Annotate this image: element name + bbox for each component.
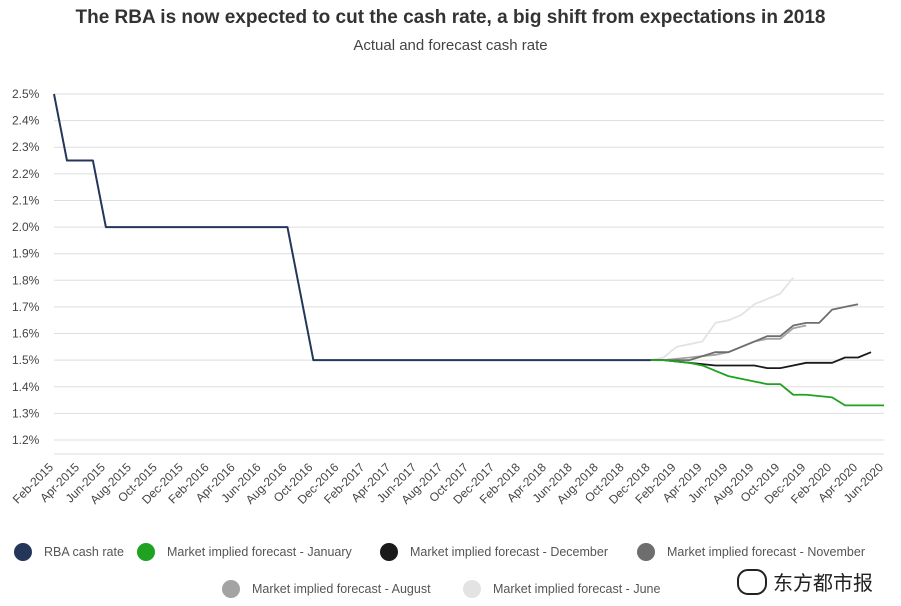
legend-swatch [137, 543, 155, 561]
y-tick-label: 1.2% [12, 433, 40, 447]
legend-swatch [637, 543, 655, 561]
chart-subtitle: Actual and forecast cash rate [353, 37, 548, 54]
legend-item[interactable]: RBA cash rate [14, 543, 124, 561]
y-tick-label: 1.8% [12, 273, 40, 287]
legend-label: Market implied forecast - December [410, 545, 608, 559]
legend-item[interactable]: Market implied forecast - June [463, 580, 660, 598]
y-tick-label: 1.4% [12, 380, 40, 394]
y-tick-label: 1.3% [12, 406, 40, 420]
legend-item[interactable]: Market implied forecast - January [137, 543, 352, 561]
y-tick-label: 2.5% [12, 87, 40, 101]
y-tick-label: 1.9% [12, 247, 40, 261]
legend-label: RBA cash rate [44, 545, 124, 559]
legend-label: Market implied forecast - November [667, 545, 865, 559]
y-tick-label: 1.6% [12, 327, 40, 341]
legend-swatch [463, 580, 481, 598]
legend-label: Market implied forecast - June [493, 582, 661, 596]
y-tick-label: 2.3% [12, 140, 40, 154]
series-line-3 [650, 303, 859, 362]
watermark: 东方都市报 [737, 567, 873, 596]
wechat-icon [737, 568, 767, 595]
series-line-0 [53, 93, 651, 362]
series-line-5 [650, 277, 794, 362]
chart-title: The RBA is now expected to cut the cash … [75, 7, 826, 28]
legend-item[interactable]: Market implied forecast - November [637, 543, 865, 561]
series-line-1 [650, 359, 884, 407]
y-tick-label: 1.5% [12, 353, 40, 367]
y-tick-label: 2.0% [12, 220, 40, 234]
series-line-4 [650, 324, 807, 362]
legend-label: Market implied forecast - January [167, 545, 352, 559]
legend-swatch [14, 543, 32, 561]
legend-item[interactable]: Market implied forecast - August [222, 580, 431, 598]
legend-swatch [380, 543, 398, 561]
legend-label: Market implied forecast - August [252, 582, 431, 596]
y-tick-label: 1.7% [12, 300, 40, 314]
watermark-text: 东方都市报 [773, 573, 873, 595]
legend-item[interactable]: Market implied forecast - December [380, 543, 608, 561]
y-tick-label: 2.1% [12, 193, 40, 207]
y-tick-label: 2.4% [12, 114, 40, 128]
line-chart: 1.2% 1.3% 1.4% 1.5% 1.6% 1.7% 1.8% 1.9% 2.0% 2.1%… [10, 87, 886, 507]
legend-swatch [222, 580, 240, 598]
y-tick-label: 2.2% [12, 167, 40, 181]
